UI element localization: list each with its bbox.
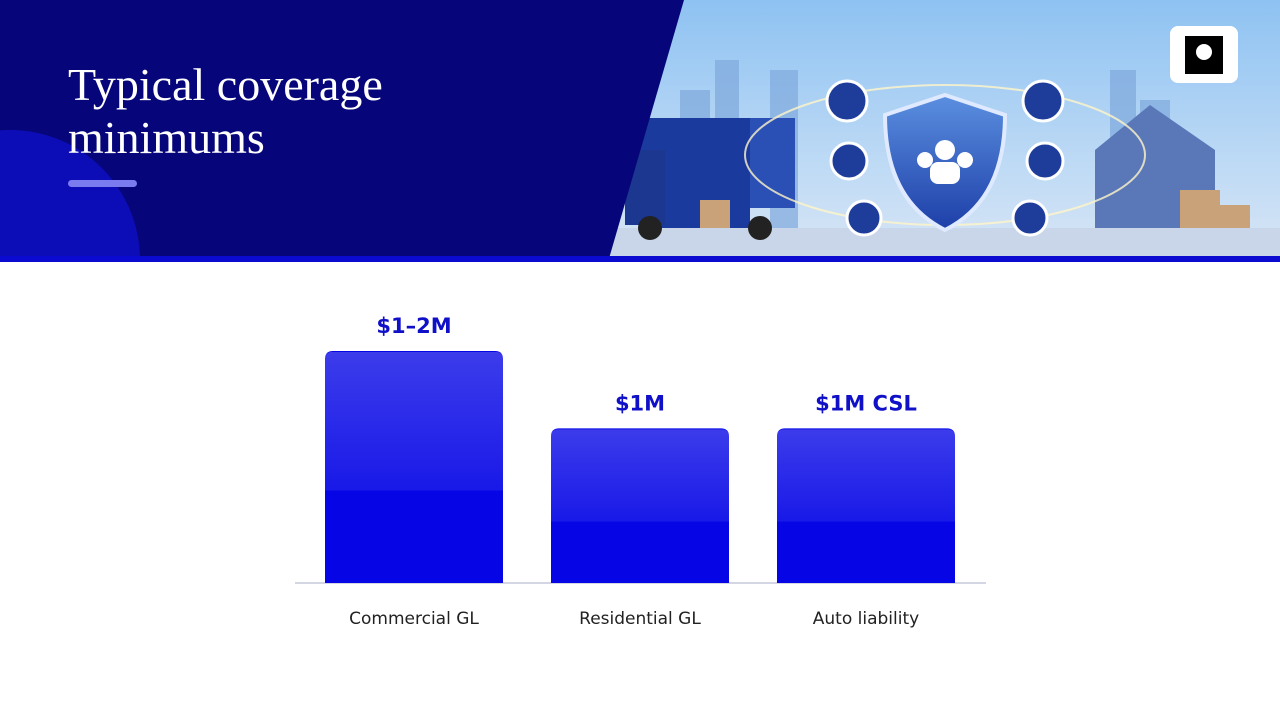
category-label: Residential GL	[579, 609, 701, 629]
header-art	[0, 0, 1280, 262]
bar-sheen	[551, 429, 729, 583]
chart: $1–2M Commercial GL $1M Residential GL $1M C…	[295, 314, 986, 629]
slide-title: Typical coverage minimums	[68, 59, 383, 163]
header: Typical coverage minimums	[0, 0, 1280, 262]
category-label: Auto liability	[813, 609, 919, 629]
bar-sheen	[777, 429, 955, 583]
value-label: $1M CSL	[815, 391, 917, 415]
bar-sheen	[325, 352, 503, 583]
value-label: $1M	[615, 391, 665, 415]
value-label: $1–2M	[376, 314, 451, 338]
category-label: Commercial GL	[349, 609, 479, 629]
